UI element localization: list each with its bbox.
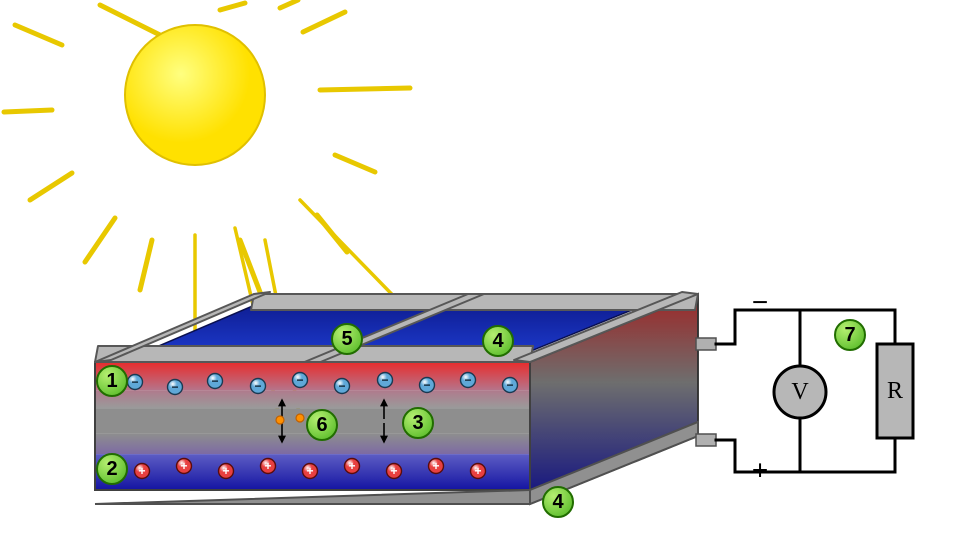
electron: − (293, 373, 308, 388)
voltmeter-label: V (791, 379, 809, 405)
hole: + (429, 459, 444, 474)
hole: + (471, 464, 486, 479)
electron: − (335, 379, 350, 394)
svg-text:+: + (138, 464, 145, 478)
external-circuit: V R − + (696, 287, 913, 486)
svg-text:−: − (131, 375, 138, 389)
callout-4: 4 (483, 326, 513, 356)
callout-4: 4 (543, 487, 573, 517)
hole: + (387, 464, 402, 479)
callout-2: 2 (97, 454, 127, 484)
svg-text:−: − (171, 380, 178, 394)
svg-text:−: − (338, 379, 345, 393)
sun-ray (15, 25, 62, 45)
callout-label: 1 (106, 370, 117, 392)
callout-label: 5 (341, 328, 352, 350)
svg-text:−: − (464, 373, 471, 387)
callout-3: 3 (403, 408, 433, 438)
callout-label: 4 (492, 330, 504, 352)
sun-ray (320, 88, 410, 90)
electron: − (378, 373, 393, 388)
minus-label: − (752, 287, 768, 318)
callout-label: 2 (106, 458, 117, 480)
callout-label: 6 (316, 414, 327, 436)
svg-text:+: + (180, 459, 187, 473)
photon (296, 414, 304, 422)
callout-label: 7 (844, 324, 855, 346)
svg-text:−: − (254, 379, 261, 393)
terminal-bottom (696, 434, 716, 446)
svg-text:−: − (296, 373, 303, 387)
sun-ray (303, 12, 345, 32)
svg-text:−: − (211, 374, 218, 388)
electron: − (208, 374, 223, 389)
callout-label: 4 (552, 491, 564, 513)
electron: − (420, 378, 435, 393)
callout-6: 6 (307, 410, 337, 440)
electron: − (251, 379, 266, 394)
resistor-label: R (887, 378, 903, 404)
hole: + (345, 459, 360, 474)
svg-text:+: + (306, 464, 313, 478)
svg-text:−: − (381, 373, 388, 387)
panel-layer (95, 390, 530, 408)
hole: + (261, 459, 276, 474)
callout-1: 1 (97, 366, 127, 396)
svg-text:+: + (390, 464, 397, 478)
hole: + (177, 459, 192, 474)
svg-text:−: − (506, 378, 513, 392)
sun-ray (85, 218, 115, 262)
svg-text:+: + (264, 459, 271, 473)
sun-body (125, 25, 265, 165)
callout-5: 5 (332, 324, 362, 354)
sun-ray (220, 3, 245, 10)
svg-text:+: + (432, 459, 439, 473)
hole: + (303, 464, 318, 479)
solar-cell-diagram: − − − − − − − − − − + + + + + + + + + V R − +1 2 3 4 4 5 6 7 (0, 0, 960, 540)
sun-ray (30, 173, 72, 200)
hole: + (219, 464, 234, 479)
terminal-top (696, 338, 716, 350)
sun-ray (280, 0, 298, 8)
sun-ray (4, 110, 52, 112)
electron: − (461, 373, 476, 388)
plus-label: + (752, 455, 768, 486)
callout-label: 3 (412, 412, 423, 434)
svg-text:+: + (222, 464, 229, 478)
hole: + (135, 464, 150, 479)
sun-ray (335, 155, 375, 172)
svg-text:−: − (423, 378, 430, 392)
electron: − (503, 378, 518, 393)
svg-text:+: + (348, 459, 355, 473)
callout-7: 7 (835, 320, 865, 350)
electron: − (168, 380, 183, 395)
svg-text:+: + (474, 464, 481, 478)
photon (276, 416, 284, 424)
electron: − (128, 375, 143, 390)
sun-ray (140, 240, 152, 290)
sun-ray (100, 5, 160, 35)
